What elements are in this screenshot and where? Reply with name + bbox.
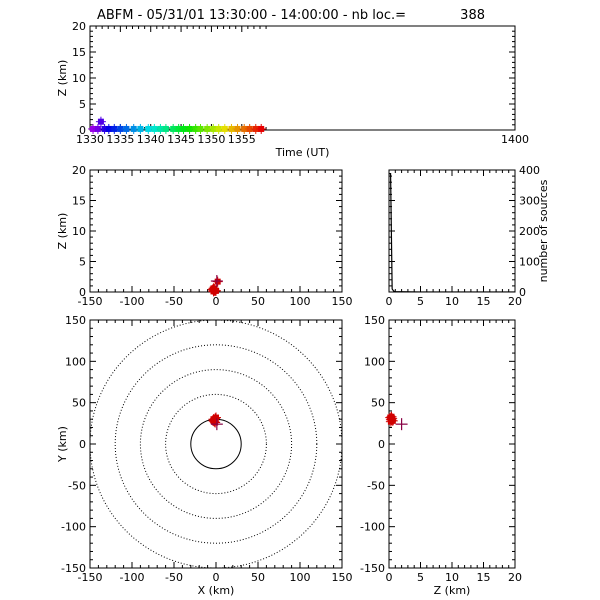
y-tick-label: 100 [364,355,385,368]
x-tick-label: 1330 [76,133,104,146]
y-axis-label: number of sources [537,179,550,282]
plot-frame [388,319,516,569]
panel-x-height: -150 -100 -50 0 50 100 150 0 5 10 15 20 Z (km) [56,164,353,308]
plot-frame [388,169,516,293]
y-tick-label: 0 [79,286,86,299]
panel-plan-view: -150 -100 -50 0 50 100 150 -150 -100 -50 0 50 100 150… [56,314,353,597]
x-tick-label: 20 [508,571,522,584]
x-tick-label: 1340 [137,133,165,146]
x-tick-label: 1355 [228,133,256,146]
x-tick-label: 15 [477,571,491,584]
y-tick-label: 20 [72,164,86,177]
y-tick-label: 100 [65,355,86,368]
y-tick-label: 15 [72,195,86,208]
y-tick-label: 10 [72,72,86,85]
range-ring [190,418,242,470]
panel-height-y: 0 5 10 15 20 -150 -100 -50 0 50 100 150 Z (km) [360,314,522,597]
y-tick-label: -50 [367,479,385,492]
range-ring [90,320,342,568]
y-axis-label: Y (km) [56,426,69,463]
x-axis-label: Z (km) [434,584,471,597]
x-tick-label: 50 [251,295,265,308]
x-tick-label: -100 [120,295,145,308]
y-tick-label: 150 [364,314,385,327]
x-tick-label: 0 [213,295,220,308]
chart-title-text: ABFM - 05/31/01 13:30:00 - 14:00:00 - nb… [97,8,406,23]
x-tick-label: 1345 [167,133,195,146]
x-axis-label: X (km) [198,584,235,597]
y-tick-label: -150 [360,562,385,575]
x-tick-label: 5 [417,571,424,584]
x-tick-label: 10 [445,295,459,308]
x-tick-label: 0 [386,571,393,584]
y-tick-label: -50 [68,479,86,492]
location-count: 388 [460,8,485,23]
panel-time-height: 1330 1335 1340 1345 1350 1355 1400 0 5 10 15 20 Time… [56,20,529,159]
x-tick-label: 1400 [501,133,529,146]
x-tick-label: 1335 [106,133,134,146]
plot-frame [89,25,516,131]
y-tick-label: 0 [79,438,86,451]
x-tick-label: -150 [78,571,103,584]
chart-title: ABFM - 05/31/01 13:30:00 - 14:00:00 - nb… [97,8,406,23]
y-tick-label: 0 [378,438,385,451]
x-tick-label: -100 [120,571,145,584]
y-tick-label: 0 [519,286,526,299]
y-tick-label: 0 [79,124,86,137]
x-tick-label: 150 [332,295,353,308]
range-ring [165,393,267,495]
y-tick-label: 5 [79,98,86,111]
y-tick-label: 20 [72,20,86,33]
x-tick-label: 0 [213,571,220,584]
x-tick-label: 150 [332,571,353,584]
y-tick-label: 50 [72,397,86,410]
y-axis-label: Z (km) [56,60,69,97]
x-tick-label: 100 [290,571,311,584]
y-tick-label: -100 [360,521,385,534]
x-tick-label: 1350 [197,133,225,146]
x-tick-label: 20 [508,295,522,308]
y-tick-label: -150 [61,562,86,575]
x-tick-label: -50 [165,295,183,308]
x-tick-label: 0 [386,295,393,308]
panels: 1330 1335 1340 1345 1350 1355 1400 0 5 10 15 20 Time… [56,20,550,597]
x-tick-label: -50 [165,571,183,584]
y-tick-label: 100 [519,256,540,269]
y-axis-label: Z (km) [56,213,69,250]
y-tick-label: 15 [72,46,86,59]
y-tick-label: 300 [519,195,540,208]
x-tick-label: 100 [290,295,311,308]
x-tick-label: -150 [78,295,103,308]
plot-frame [89,319,343,569]
y-tick-label: 200 [519,225,540,238]
x-tick-label: 10 [445,571,459,584]
x-tick-label: 5 [417,295,424,308]
y-tick-label: 150 [65,314,86,327]
y-tick-label: 400 [519,164,540,177]
y-tick-label: 50 [371,397,385,410]
y-tick-label: 5 [79,256,86,269]
series-line [389,173,515,292]
x-axis-label: Time (UT) [275,146,330,159]
x-tick-label: 50 [251,571,265,584]
y-tick-label: 10 [72,225,86,238]
range-ring [139,369,293,519]
x-tick-label: 15 [477,295,491,308]
y-tick-label: -100 [61,521,86,534]
range-ring [114,344,318,544]
plot-frame [89,169,343,293]
